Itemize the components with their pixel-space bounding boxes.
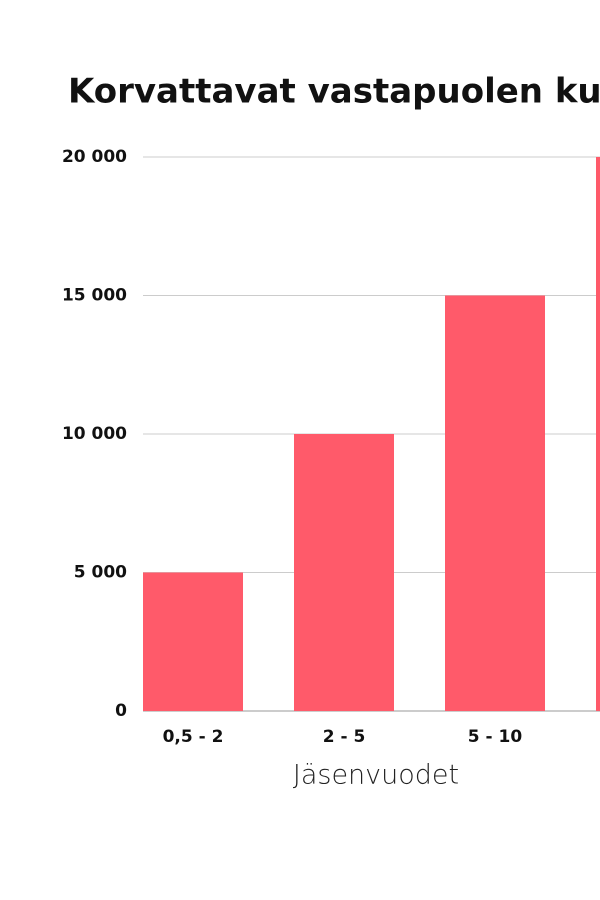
bar	[294, 434, 394, 711]
bar	[596, 157, 600, 711]
x-tick-label: 2 - 5	[323, 727, 366, 747]
y-tick-label: 20 000	[62, 147, 127, 167]
x-tick-label: 0,5 - 2	[163, 727, 224, 747]
x-axis-label: Jäsenvuodet	[293, 760, 459, 791]
bar	[143, 572, 243, 711]
x-tick-label: 5 - 10	[468, 727, 523, 747]
y-tick-label: 15 000	[62, 286, 127, 306]
y-tick-label: 5 000	[74, 563, 127, 583]
y-tick-label: 10 000	[62, 424, 127, 444]
y-tick-label: 0	[115, 701, 127, 721]
chart-title: Korvattavat vastapuolen ku	[68, 72, 600, 112]
bar	[445, 295, 545, 711]
